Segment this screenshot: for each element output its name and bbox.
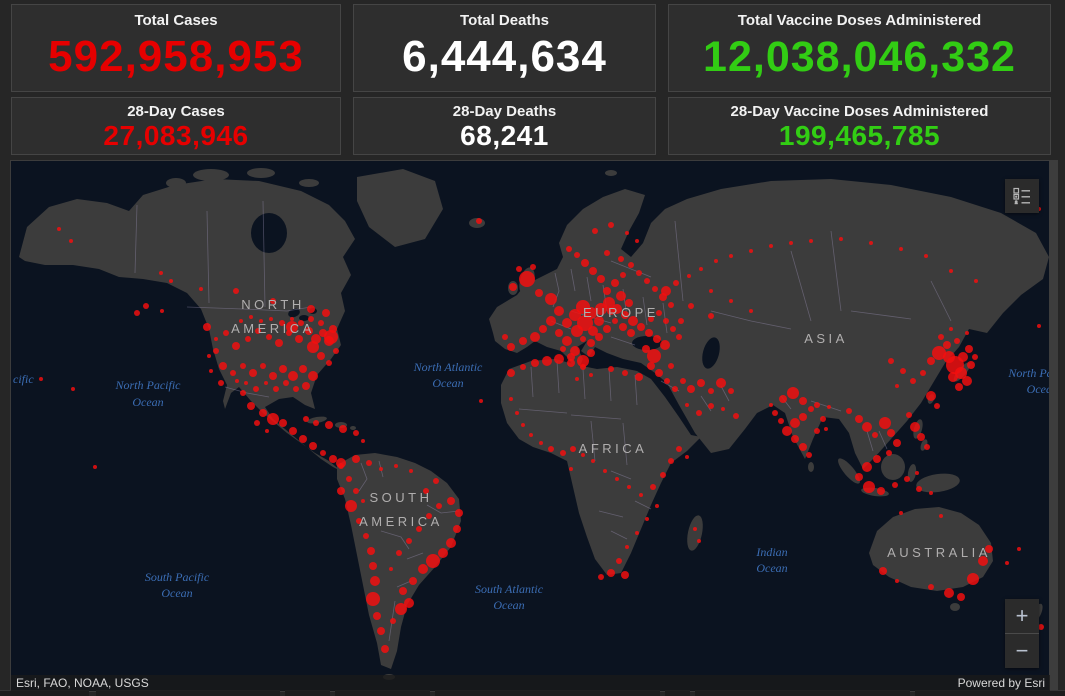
stat-panel-28day-deaths: 28-Day Deaths 68,241 bbox=[353, 97, 656, 155]
case-markers-layer[interactable] bbox=[39, 207, 1044, 653]
stat-value-total-cases: 592,958,953 bbox=[48, 32, 304, 81]
stat-panel-total-cases: Total Cases 592,958,953 bbox=[11, 4, 341, 92]
zoom-controls: + − bbox=[1005, 599, 1039, 668]
label-europe: EUROPE bbox=[583, 305, 659, 320]
page-scrollbar[interactable] bbox=[1049, 160, 1058, 696]
label-south-america: SOUTH bbox=[370, 490, 433, 505]
stat-value-total-deaths: 6,444,634 bbox=[402, 32, 607, 81]
legend-icon bbox=[1013, 187, 1030, 205]
label-asia: ASIA bbox=[804, 331, 848, 346]
stat-title: Total Deaths bbox=[460, 12, 549, 29]
svg-text:AMERICA: AMERICA bbox=[359, 514, 443, 529]
stat-title: Total Vaccine Doses Administered bbox=[737, 12, 982, 29]
svg-text:AMERICA: AMERICA bbox=[231, 321, 315, 336]
zoom-in-button[interactable]: + bbox=[1015, 603, 1029, 628]
stat-panel-28day-vaccine-doses: 28-Day Vaccine Doses Administered 199,46… bbox=[668, 97, 1051, 155]
stat-value-28day-deaths: 68,241 bbox=[460, 120, 549, 151]
stat-panel-total-deaths: Total Deaths 6,444,634 bbox=[353, 4, 656, 92]
stat-title: 28-Day Vaccine Doses Administered bbox=[730, 103, 989, 120]
map-attribution-bar: Esri, FAO, NOAA, USGS Powered by Esri bbox=[11, 675, 1050, 691]
map-canvas[interactable]: NORTH AMERICA EUROPE ASIA AFRICA SOUTH A… bbox=[11, 161, 1050, 691]
stat-panel-total-vaccine-doses: Total Vaccine Doses Administered 12,038,… bbox=[668, 4, 1051, 92]
label-north-america: NORTH bbox=[241, 297, 304, 312]
label-north-pacific: North Pacific bbox=[115, 378, 182, 392]
svg-text:Ocean: Ocean bbox=[756, 561, 787, 575]
svg-text:Ocean: Ocean bbox=[161, 586, 192, 600]
stat-value-total-vaccine-doses: 12,038,046,332 bbox=[703, 33, 1016, 81]
svg-text:Ocean: Ocean bbox=[493, 598, 524, 612]
label-south-pacific: South Pacific bbox=[145, 570, 210, 584]
svg-text:Ocean: Ocean bbox=[432, 376, 463, 390]
label-pacific-left-edge: cific bbox=[13, 372, 34, 386]
label-africa: AFRICA bbox=[579, 441, 648, 456]
zoom-separator bbox=[1005, 633, 1039, 634]
world-map[interactable]: NORTH AMERICA EUROPE ASIA AFRICA SOUTH A… bbox=[10, 160, 1051, 692]
stat-value-28day-cases: 27,083,946 bbox=[103, 120, 249, 151]
label-south-atlantic: South Atlantic bbox=[475, 582, 544, 596]
zoom-out-button[interactable]: − bbox=[1015, 638, 1029, 663]
svg-text:Ocean: Ocean bbox=[1027, 382, 1050, 396]
attribution-sources: Esri, FAO, NOAA, USGS bbox=[16, 676, 149, 690]
legend-button[interactable] bbox=[1005, 179, 1039, 213]
label-north-pacific-right: North Pac bbox=[1007, 366, 1050, 380]
map-labels: NORTH AMERICA EUROPE ASIA AFRICA SOUTH A… bbox=[13, 297, 1050, 612]
label-australia: AUSTRALIA bbox=[887, 545, 991, 560]
stat-title: 28-Day Deaths bbox=[452, 103, 557, 120]
stat-panel-28day-cases: 28-Day Cases 27,083,946 bbox=[11, 97, 341, 155]
landmasses bbox=[19, 168, 1049, 680]
stat-title: Total Cases bbox=[134, 12, 218, 29]
label-north-atlantic: North Atlantic bbox=[413, 360, 483, 374]
stat-value-28day-vaccine-doses: 199,465,785 bbox=[778, 120, 941, 151]
stat-title: 28-Day Cases bbox=[127, 103, 225, 120]
svg-text:Ocean: Ocean bbox=[132, 395, 163, 409]
label-indian-ocean: Indian bbox=[755, 545, 787, 559]
powered-by-esri-link[interactable]: Powered by Esri bbox=[957, 676, 1045, 690]
